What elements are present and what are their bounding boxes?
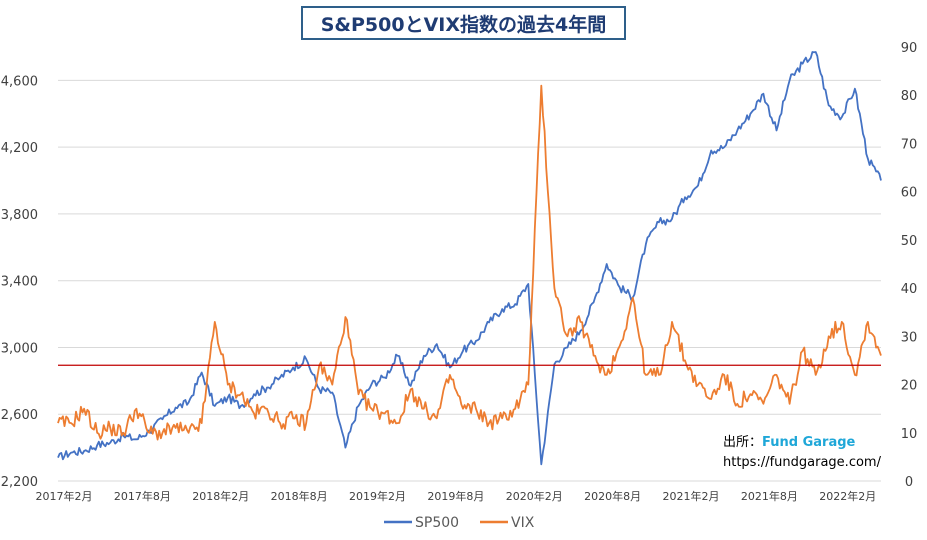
x-tick-label: 2018年2月 xyxy=(192,489,249,503)
y-left-tick-label: 3,400 xyxy=(1,275,38,290)
x-tick-label: 2018年8月 xyxy=(271,489,328,503)
y-left-tick-label: 2,600 xyxy=(1,408,38,423)
y-left-tick-labels: 2,200 2,600 3,000 3,400 3,800 4,200 4,600 xyxy=(1,74,38,490)
y-right-tick-label: 50 xyxy=(901,234,918,249)
y-right-tick-label: 20 xyxy=(901,379,918,394)
x-tick-label: 2017年2月 xyxy=(36,489,93,503)
chart-title: S&P500とVIX指数の過去4年間 xyxy=(320,13,607,36)
legend-sp500-label: SP500 xyxy=(415,515,459,531)
y-left-tick-label: 3,800 xyxy=(1,208,38,223)
y-left-tick-label: 3,000 xyxy=(1,341,38,356)
y-left-tick-label: 2,200 xyxy=(1,475,38,490)
y-left-tick-label: 4,200 xyxy=(1,141,38,156)
plot-area xyxy=(58,47,881,481)
x-tick-label: 2019年2月 xyxy=(349,489,406,503)
y-right-tick-label: 70 xyxy=(901,137,918,152)
source-url[interactable]: https://fundgarage.com/ xyxy=(723,455,881,470)
source-label: 出所： xyxy=(723,435,763,450)
x-tick-label: 2021年2月 xyxy=(663,489,720,503)
y-right-tick-label: 0 xyxy=(905,475,913,490)
x-tick-label: 2019年8月 xyxy=(427,489,484,503)
series-line-sp500 xyxy=(57,51,882,466)
x-tick-label: 2020年8月 xyxy=(584,489,641,503)
y-right-tick-label: 40 xyxy=(901,282,918,297)
x-tick-label: 2020年2月 xyxy=(506,489,563,503)
chart-title-box: S&P500とVIX指数の過去4年間 xyxy=(301,6,626,40)
x-tick-labels: 2017年2月 2017年8月 2018年2月 2018年8月 2019年2月 2019年… xyxy=(36,489,877,503)
source-credit: 出所：Fund Garage xyxy=(723,431,855,450)
y-right-tick-label: 90 xyxy=(901,41,918,56)
series-line-vix xyxy=(57,84,882,441)
legend-vix-label: VIX xyxy=(511,515,535,531)
y-right-tick-label: 80 xyxy=(901,89,918,104)
x-tick-label: 2021年8月 xyxy=(741,489,798,503)
source-brand: Fund Garage xyxy=(762,435,856,450)
x-tick-label: 2017年8月 xyxy=(114,489,171,503)
y-right-tick-label: 10 xyxy=(901,427,918,442)
series-layer xyxy=(57,51,882,466)
y-left-tick-label: 4,600 xyxy=(1,74,38,89)
x-tick-label: 2022年2月 xyxy=(819,489,876,503)
grid-layer xyxy=(58,79,881,482)
y-right-tick-label: 60 xyxy=(901,186,918,201)
y-right-tick-labels: 0 10 20 30 40 50 60 70 80 90 xyxy=(901,41,918,490)
y-right-tick-label: 30 xyxy=(901,330,918,345)
legend: SP500 VIX xyxy=(384,515,535,531)
